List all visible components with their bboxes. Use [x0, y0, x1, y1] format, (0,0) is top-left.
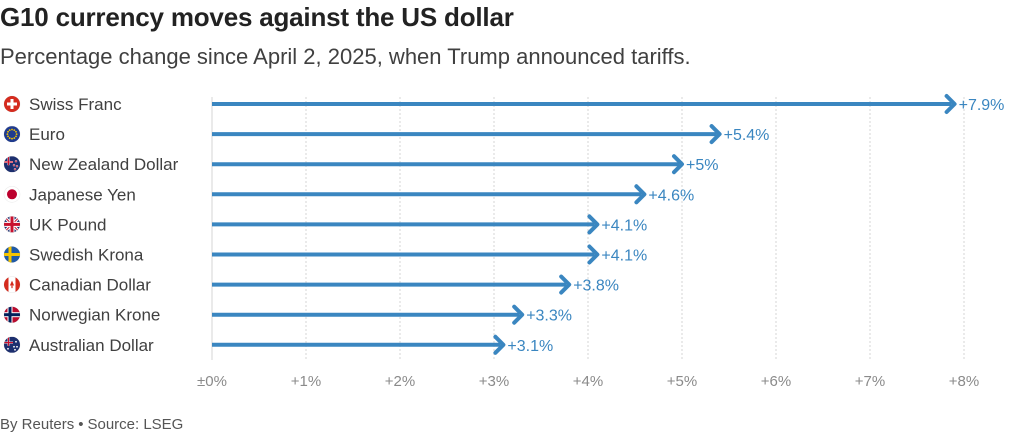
bar-row: Swedish Krona +4.1% [3, 244, 647, 265]
category-label: Swiss Franc [29, 95, 122, 114]
tick-label: ±0% [197, 373, 227, 390]
eu-flag [4, 126, 20, 143]
data-label: +7.9% [959, 97, 1005, 114]
norway-flag [4, 306, 20, 323]
bar-arrowhead [944, 94, 957, 114]
tick-label: +6% [761, 373, 791, 390]
chart-subtitle: Percentage change since April 2, 2025, w… [0, 44, 691, 69]
bar-arrowhead [672, 154, 684, 175]
bar-arrowhead [512, 304, 525, 325]
bar-arrowhead [559, 274, 572, 295]
swiss-flag [4, 96, 20, 112]
bar-arrowhead [587, 244, 600, 265]
data-label: +3.3% [526, 308, 572, 325]
category-label: Japanese Yen [29, 185, 136, 204]
category-label: Canadian Dollar [29, 276, 151, 295]
tick-label: +3% [479, 373, 509, 390]
canada-flag [4, 276, 20, 293]
tick-label: +4% [573, 373, 603, 390]
bar-arrowhead [634, 184, 647, 205]
data-label: +4.6% [648, 187, 694, 204]
bar-row: Australian Dollar +3.1% [3, 334, 553, 355]
category-label: Norwegian Krone [29, 306, 160, 325]
tick-label: +8% [949, 373, 979, 390]
footer-separator: • [78, 416, 84, 433]
bar-row: Japanese Yen +4.6% [3, 184, 694, 205]
footer: By Reuters • Source: LSEG [0, 416, 183, 433]
uk-flag [4, 216, 20, 233]
bar-row: Euro +5.4% [3, 124, 770, 145]
category-label: New Zealand Dollar [29, 155, 179, 174]
bar-arrowhead [493, 334, 506, 355]
data-label: +3.1% [507, 338, 553, 355]
category-label: UK Pound [29, 215, 107, 234]
bar-row: Canadian Dollar +3.8% [3, 274, 619, 295]
byline: By Reuters [0, 416, 75, 433]
bar-row: New Zealand Dollar +5% [3, 154, 718, 175]
bar-arrowhead [587, 214, 600, 235]
category-label: Australian Dollar [29, 336, 154, 355]
chart-title: G10 currency moves against the US dollar [0, 2, 514, 32]
bar-arrowhead [709, 124, 722, 145]
tick-label: +5% [667, 373, 697, 390]
data-label: +4.1% [601, 217, 647, 234]
data-label: +3.8% [573, 278, 619, 295]
bar-row: UK Pound +4.1% [3, 214, 647, 235]
data-label: +4.1% [601, 248, 647, 265]
data-label: +5% [686, 157, 718, 174]
tick-label: +2% [385, 373, 415, 390]
data-label: +5.4% [724, 127, 770, 144]
australia-flag [4, 336, 20, 353]
tick-label: +7% [855, 373, 885, 390]
source-note: Source: LSEG [87, 416, 184, 433]
sweden-flag [4, 246, 20, 263]
new-zealand-flag [4, 156, 20, 173]
tick-label: +1% [291, 373, 321, 390]
bar-row: Norwegian Krone +3.3% [3, 304, 572, 325]
category-label: Swedish Krona [29, 246, 144, 265]
bar-row: Swiss Franc +7.9% [3, 94, 1005, 114]
category-label: Euro [29, 125, 65, 144]
japan-flag [4, 186, 20, 203]
